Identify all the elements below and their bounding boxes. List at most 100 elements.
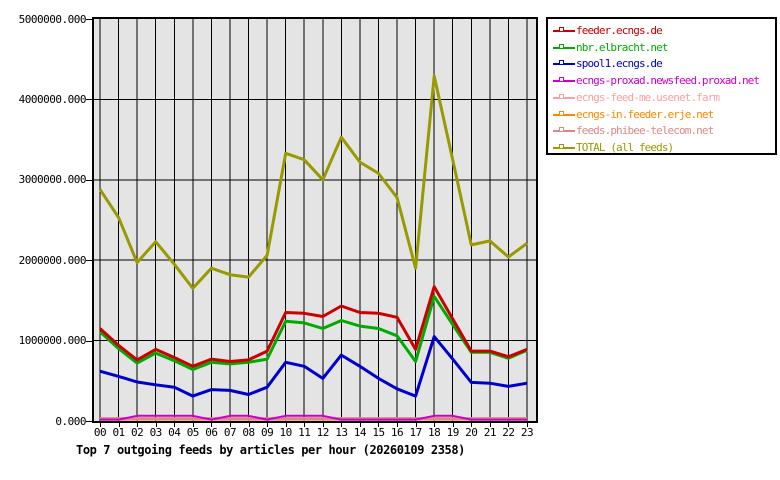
- x-axis-tick: [174, 423, 176, 427]
- y-axis-label: 2000000.000: [18, 253, 87, 267]
- x-axis-tick: [304, 423, 306, 427]
- legend-square-marker-icon: [559, 43, 564, 49]
- legend-line-swatch: [553, 80, 575, 83]
- y-axis-tick: [86, 421, 92, 422]
- legend-line-swatch: [553, 46, 575, 49]
- series-line-total-all-feeds-: [98, 74, 528, 290]
- y-axis-tick: [86, 99, 92, 101]
- chart-title: Top 7 outgoing feeds by articles per hou…: [76, 443, 466, 457]
- x-axis-label: 11: [298, 426, 311, 439]
- legend-square-marker-icon: [559, 27, 564, 32]
- legend-line-swatch: [553, 130, 575, 133]
- legend-line-swatch: [553, 96, 575, 99]
- x-axis-label: 07: [223, 426, 237, 439]
- x-axis-tick: [471, 423, 473, 427]
- legend-item: feeds.phibee-telecom.net: [548, 124, 775, 138]
- x-axis-tick: [192, 423, 194, 427]
- legend-label: ecngs-feed-me.usenet.farm: [576, 90, 720, 104]
- x-axis-tick: [211, 423, 213, 427]
- x-axis-label: 01: [112, 426, 125, 439]
- x-axis-label: 14: [353, 426, 367, 439]
- x-axis-label: 08: [242, 426, 255, 439]
- x-axis-label: 10: [279, 426, 293, 439]
- x-axis-tick: [248, 423, 250, 427]
- x-axis-label: 05: [186, 426, 200, 439]
- x-axis-label: 02: [131, 426, 144, 439]
- legend-label: spool1.ecngs.de: [576, 57, 663, 71]
- series-line-ecngs-proxad-newsfeed-proxad-net: [100, 414, 527, 421]
- legend-item: feeder.ecngs.de: [548, 24, 775, 38]
- y-axis-tick: [86, 19, 92, 20]
- series-line-feeder-ecngs-de: [98, 285, 528, 368]
- legend-line-swatch: [553, 63, 575, 66]
- legend-label: ecngs-proxad.newsfeed.proxad.net: [576, 74, 760, 88]
- legend-square-marker-icon: [559, 143, 564, 149]
- legend-square-marker-icon: [559, 110, 564, 116]
- plot-svg: [94, 19, 536, 421]
- x-axis-label: 21: [483, 426, 497, 439]
- x-axis-label: 15: [372, 426, 385, 439]
- y-axis-label: 1000000.000: [18, 334, 87, 348]
- legend-line-swatch: [553, 146, 575, 149]
- legend-item: ecngs-in.feeder.erje.net: [548, 108, 775, 122]
- y-axis-tick: [86, 179, 92, 181]
- y-axis-tick: [86, 260, 92, 262]
- legend-square-marker-icon: [559, 77, 564, 83]
- legend-label: nbr.elbracht.net: [576, 40, 668, 54]
- legend-square-marker-icon: [559, 127, 564, 133]
- x-axis-tick: [229, 423, 231, 427]
- legend-box: feeder.ecngs.de nbr.elbracht.net spool1.ec…: [546, 17, 777, 155]
- x-axis-tick: [526, 423, 528, 427]
- series-line-nbr-elbracht-net: [98, 294, 528, 371]
- legend-square-marker-icon: [559, 60, 564, 66]
- legend-item: ecngs-feed-me.usenet.farm: [548, 91, 775, 105]
- legend-label: feeder.ecngs.de: [576, 24, 663, 37]
- x-axis-label: 22: [502, 426, 515, 439]
- y-axis-label: 5000000.000: [18, 12, 87, 26]
- x-axis-label: 12: [316, 426, 330, 439]
- x-axis-tick: [285, 423, 287, 427]
- x-axis-label: 00: [93, 426, 107, 439]
- x-axis-tick: [452, 423, 454, 427]
- y-axis-label: 4000000.000: [18, 92, 87, 106]
- legend-item: nbr.elbracht.net: [548, 41, 775, 55]
- x-axis-tick: [489, 423, 491, 427]
- legend-line-swatch: [553, 30, 575, 32]
- x-axis-label: 04: [168, 426, 181, 439]
- legend-item: ecngs-proxad.newsfeed.proxad.net: [548, 74, 775, 88]
- x-axis-tick: [397, 423, 399, 427]
- x-axis-tick: [378, 423, 380, 427]
- x-axis-label: 06: [205, 426, 218, 439]
- x-axis-label: 03: [149, 426, 163, 439]
- legend-item: TOTAL (all feeds): [548, 141, 775, 155]
- x-axis-tick: [341, 423, 343, 427]
- x-axis-label: 13: [335, 426, 348, 439]
- x-axis-tick: [508, 423, 510, 427]
- x-axis-tick: [267, 423, 269, 427]
- x-axis-label: 16: [390, 426, 404, 439]
- legend-label: feeds.phibee-telecom.net: [576, 124, 714, 138]
- y-axis-label: 0.000: [55, 414, 86, 428]
- x-axis-tick: [137, 423, 139, 427]
- x-axis-label: 23: [520, 426, 534, 439]
- x-axis-tick: [100, 423, 101, 427]
- x-axis-label: 18: [428, 426, 441, 439]
- plot-area: [92, 17, 538, 423]
- legend-label: ecngs-in.feeder.erje.net: [576, 107, 714, 121]
- x-axis-label: 19: [446, 426, 460, 439]
- x-axis-label: 09: [260, 426, 274, 439]
- y-axis-label: 3000000.000: [18, 173, 87, 187]
- x-axis-tick: [322, 423, 324, 427]
- legend-square-marker-icon: [559, 93, 564, 99]
- legend-label: TOTAL (all feeds): [576, 140, 674, 154]
- x-axis-tick: [434, 423, 436, 427]
- x-axis-label: 20: [465, 426, 478, 439]
- legend-line-swatch: [553, 113, 575, 116]
- x-axis-tick: [415, 423, 417, 427]
- x-axis-tick: [155, 423, 157, 427]
- x-axis-label: 17: [409, 426, 422, 439]
- x-axis-tick: [118, 423, 120, 427]
- legend-item: spool1.ecngs.de: [548, 57, 775, 71]
- y-axis-tick: [86, 340, 92, 342]
